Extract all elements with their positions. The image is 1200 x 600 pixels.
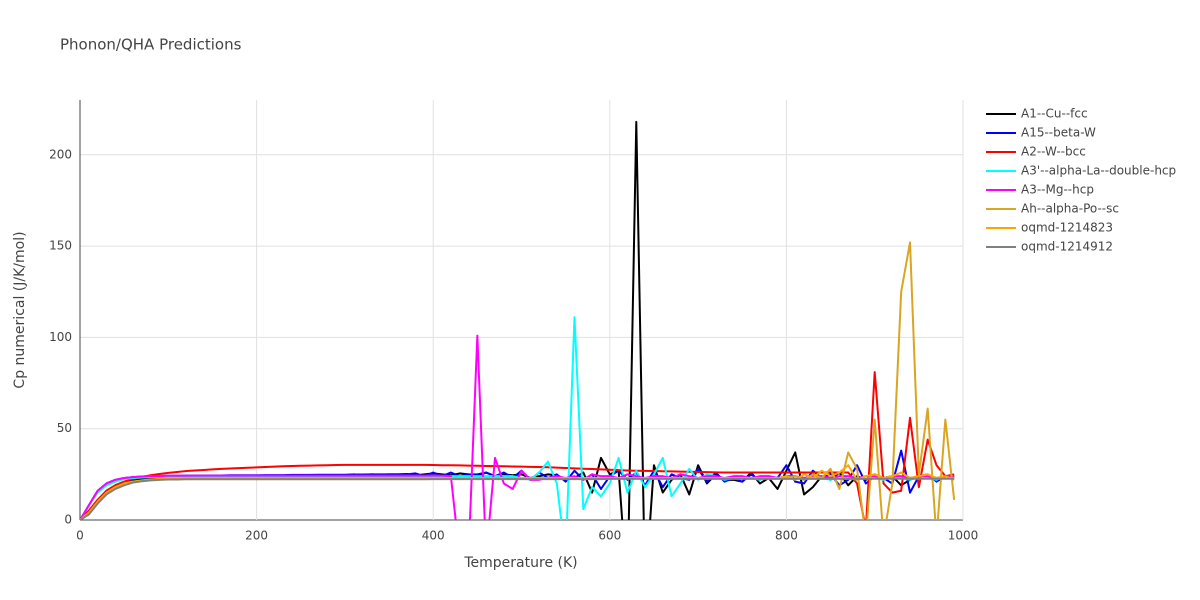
series-line xyxy=(80,334,955,520)
series-line xyxy=(80,316,955,520)
legend-label[interactable]: A15--beta-W xyxy=(1021,126,1096,140)
legend-label[interactable]: A3'--alpha-La--double-hcp xyxy=(1021,164,1176,178)
legend-label[interactable]: Ah--alpha-Po--sc xyxy=(1021,202,1119,216)
y-axis-title: Cp numerical (J/K/mol) xyxy=(12,231,28,388)
y-tick-label: 50 xyxy=(57,421,72,435)
y-tick-label: 200 xyxy=(49,147,72,161)
grid: 0 50 100 150 200 0 200 400 600 800 1000 xyxy=(49,100,978,543)
chart-title: Phonon/QHA Predictions xyxy=(60,36,242,54)
y-tick-label: 100 xyxy=(49,330,72,344)
legend-label[interactable]: oqmd-1214823 xyxy=(1021,221,1113,235)
x-tick-label: 400 xyxy=(422,529,445,543)
series-line xyxy=(80,371,955,520)
y-tick-label: 150 xyxy=(49,239,72,253)
series-line xyxy=(80,477,955,520)
series-line xyxy=(80,464,955,520)
legend-label[interactable]: A2--W--bcc xyxy=(1021,145,1086,159)
series-line xyxy=(80,241,956,520)
x-axis-title: Temperature (K) xyxy=(463,555,577,571)
legend-label[interactable]: A1--Cu--fcc xyxy=(1021,107,1088,121)
x-tick-label: 800 xyxy=(775,529,798,543)
x-tick-label: 0 xyxy=(76,529,84,543)
legend-label[interactable]: A3--Mg--hcp xyxy=(1021,183,1094,197)
x-tick-label: 1000 xyxy=(948,529,979,543)
legend-label[interactable]: oqmd-1214912 xyxy=(1021,240,1113,254)
x-tick-label: 200 xyxy=(245,529,268,543)
y-tick-label: 0 xyxy=(64,513,72,527)
legend: A1--Cu--fcc A15--beta-W A2--W--bcc A3'--alp… xyxy=(986,107,1176,254)
x-tick-label: 600 xyxy=(598,529,621,543)
series-line xyxy=(80,449,955,520)
plot-area xyxy=(80,120,956,520)
series-line xyxy=(80,120,955,520)
